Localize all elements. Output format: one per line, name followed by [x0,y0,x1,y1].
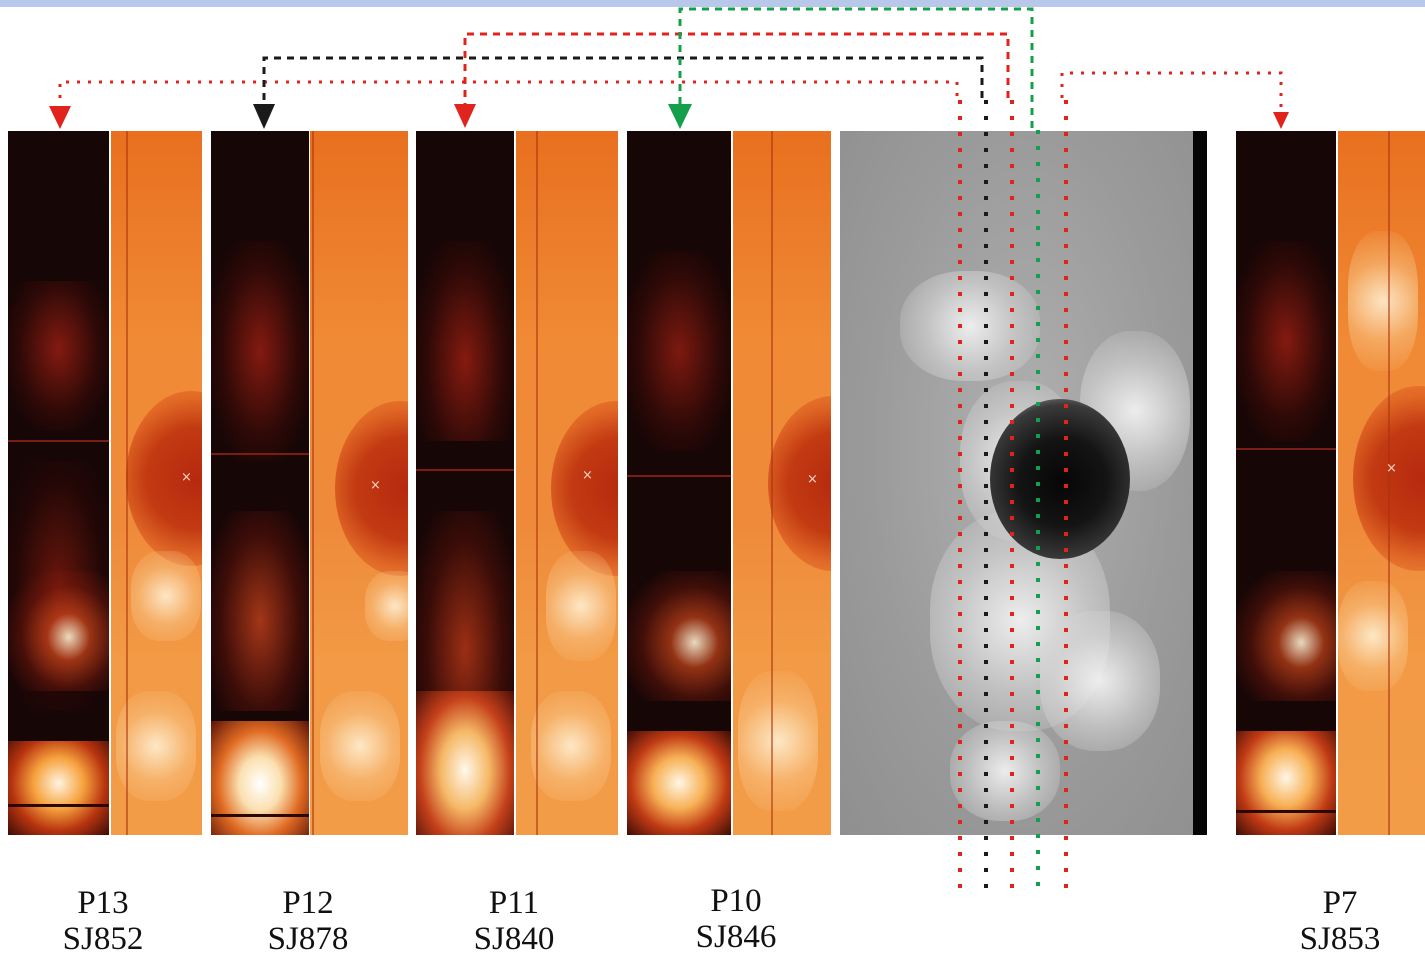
label-p12: P12 SJ878 [248,885,368,957]
slit-marker-icon: × [582,468,593,483]
slit-marker-icon: × [181,470,192,485]
label-p10: P10 SJ846 [676,883,796,955]
connector-p11 [463,32,1010,106]
arrowhead-p7-icon [1273,112,1289,129]
spectrum-p7 [1236,131,1336,835]
arrowhead-p12-icon [253,104,275,129]
label-p7: P7 SJ853 [1280,885,1400,957]
slit-marker-icon: × [1386,461,1397,476]
position-label: P12 [282,885,334,921]
top-bar [0,0,1425,7]
grayscale-context-image [840,131,1207,835]
arrowhead-p11-icon [454,104,476,128]
connector-p10 [678,7,1034,128]
slitjaw-image-p11: × [516,131,618,835]
arrowhead-p13-icon [49,106,71,129]
spectrum-p13 [8,131,109,835]
slitjaw-label: SJ840 [473,921,555,957]
spectrum-p10 [627,131,731,835]
position-label: P10 [710,883,762,919]
spectrum-p12 [211,131,309,835]
label-p11: P11 SJ840 [454,885,574,957]
slitjaw-image-p7: × [1338,131,1425,835]
slit-marker-icon: × [370,478,381,493]
slitjaw-label: SJ852 [62,921,144,957]
position-label: P11 [488,885,540,921]
slitjaw-image-p13: × [111,131,202,835]
spectrum-p11 [416,131,514,835]
label-p13: P13 SJ852 [43,885,163,957]
connector-p7 [1060,71,1283,112]
slitjaw-label: SJ846 [695,919,777,955]
connector-p13 [58,80,959,112]
slitjaw-label: SJ853 [1299,921,1381,957]
slitjaw-label: SJ878 [267,921,349,957]
position-label: P13 [77,885,129,921]
slit-marker-icon: × [807,472,818,487]
image-edge [1193,131,1207,835]
slitjaw-image-p12: × [310,131,408,835]
arrowhead-p10-icon [668,104,692,129]
position-label: P7 [1322,885,1358,921]
connector-p12 [262,56,984,106]
slitjaw-image-p10: × [733,131,831,835]
